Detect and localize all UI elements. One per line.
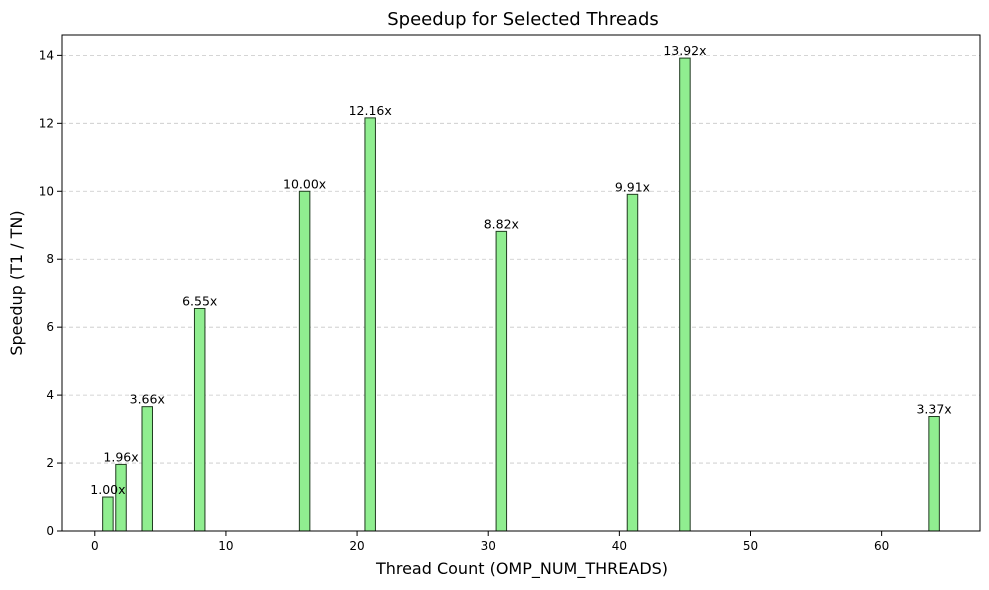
bar-4 (141, 406, 153, 532)
y-tick-label: 2 (46, 456, 54, 470)
bar-21 (364, 117, 376, 532)
data-label-21: 12.16x (349, 103, 392, 118)
x-tick-label: 40 (612, 539, 627, 553)
data-label-45: 13.92x (663, 43, 706, 58)
y-tick-label: 12 (39, 116, 54, 130)
y-tick-label: 14 (39, 48, 54, 62)
bar-layer (102, 57, 940, 532)
data-label-4: 3.66x (130, 392, 165, 407)
chart-title: Speedup for Selected Threads (387, 9, 659, 30)
data-label-41: 9.91x (615, 179, 650, 194)
bar-41 (626, 193, 639, 532)
y-tick-label: 10 (39, 184, 54, 198)
bar-31 (495, 230, 508, 532)
data-label-layer: 1.00x 1.96x 3.66x 6.55x 10.00x 12.16x 8.82x 9.9… (90, 43, 951, 497)
x-tick-label: 10 (218, 539, 233, 553)
y-tick-label: 4 (46, 388, 54, 402)
bar-16 (298, 190, 311, 532)
y-axis-label: Speedup (T1 / TN) (7, 210, 26, 355)
x-tick-label: 20 (349, 539, 364, 553)
data-label-31: 8.82x (484, 216, 519, 231)
x-axis-label: Thread Count (OMP_NUM_THREADS) (375, 559, 668, 579)
y-tick-label: 0 (46, 524, 54, 538)
data-label-64: 3.37x (916, 402, 951, 417)
plot-frame (61, 34, 981, 532)
grid-layer (62, 54, 980, 464)
bar-64 (928, 416, 940, 532)
data-label-1: 1.00x (90, 482, 125, 497)
bar-1 (102, 496, 114, 532)
bar-45 (679, 57, 691, 532)
data-label-16: 10.00x (283, 176, 326, 191)
x-tick-label: 0 (91, 539, 99, 553)
axis-layer: 0 10 20 30 40 50 60 0 2 4 6 8 10 12 14 (39, 34, 981, 553)
x-tick-label: 60 (874, 539, 889, 553)
x-tick-label: 50 (743, 539, 758, 553)
y-tick-label: 8 (46, 252, 54, 266)
bar-2 (115, 463, 127, 532)
bar-8 (193, 307, 206, 532)
x-tick-label: 30 (481, 539, 496, 553)
data-label-8: 6.55x (182, 293, 217, 308)
y-tick-label: 6 (46, 320, 54, 334)
data-label-2: 1.96x (103, 449, 138, 464)
